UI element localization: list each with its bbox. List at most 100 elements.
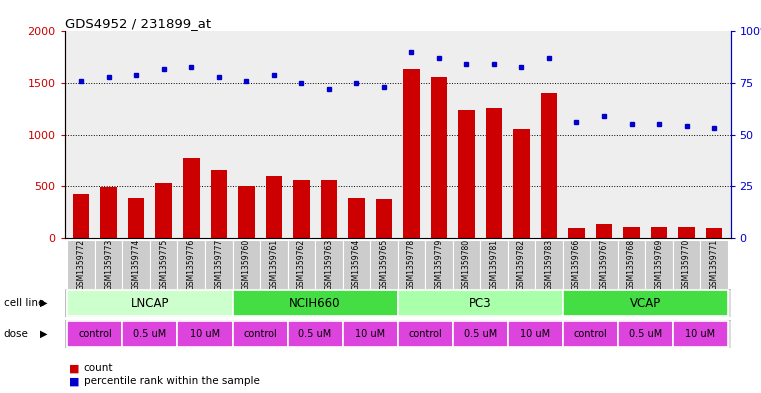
Bar <box>68 290 233 316</box>
Bar <box>123 321 177 347</box>
Text: count: count <box>84 363 113 373</box>
Text: 0.5 uM: 0.5 uM <box>463 329 497 339</box>
Text: 0.5 uM: 0.5 uM <box>133 329 167 339</box>
Bar <box>618 321 673 347</box>
Bar <box>453 240 480 289</box>
Bar <box>673 321 728 347</box>
Bar <box>596 224 613 238</box>
Bar <box>508 321 562 347</box>
Bar <box>348 198 365 238</box>
Bar <box>95 240 123 289</box>
Bar <box>700 240 728 289</box>
Text: PC3: PC3 <box>469 296 492 310</box>
Text: control: control <box>408 329 442 339</box>
Bar <box>155 183 172 238</box>
Bar <box>591 240 618 289</box>
Text: GSM1359778: GSM1359778 <box>407 239 416 290</box>
Text: 0.5 uM: 0.5 uM <box>298 329 332 339</box>
Bar <box>68 240 95 289</box>
Text: percentile rank within the sample: percentile rank within the sample <box>84 376 260 386</box>
Bar <box>397 290 562 316</box>
Text: GSM1359779: GSM1359779 <box>435 239 444 290</box>
Bar <box>678 228 695 238</box>
Bar <box>260 240 288 289</box>
Bar <box>568 228 584 238</box>
Text: ■: ■ <box>68 376 79 386</box>
Text: GSM1359781: GSM1359781 <box>489 239 498 290</box>
Bar <box>128 198 145 238</box>
Bar <box>486 108 502 238</box>
Bar <box>73 195 90 238</box>
Text: GSM1359766: GSM1359766 <box>572 239 581 290</box>
Bar <box>233 321 288 347</box>
Bar <box>293 180 310 238</box>
Text: GSM1359760: GSM1359760 <box>242 239 251 290</box>
Bar <box>342 321 397 347</box>
Text: control: control <box>573 329 607 339</box>
Text: GSM1359764: GSM1359764 <box>352 239 361 290</box>
Text: GSM1359770: GSM1359770 <box>682 239 691 290</box>
Bar <box>508 240 535 289</box>
Bar <box>453 321 508 347</box>
Text: control: control <box>244 329 277 339</box>
Bar <box>320 180 337 238</box>
Text: GSM1359783: GSM1359783 <box>544 239 553 290</box>
Bar <box>705 228 722 238</box>
Text: GSM1359771: GSM1359771 <box>709 239 718 290</box>
Text: GSM1359780: GSM1359780 <box>462 239 471 290</box>
Text: control: control <box>78 329 112 339</box>
Text: GSM1359769: GSM1359769 <box>654 239 664 290</box>
Bar <box>288 240 315 289</box>
Bar <box>370 240 397 289</box>
Text: GSM1359763: GSM1359763 <box>324 239 333 290</box>
Bar <box>480 240 508 289</box>
Text: GDS4952 / 231899_at: GDS4952 / 231899_at <box>65 17 211 30</box>
Bar <box>458 110 475 238</box>
Bar <box>183 158 199 238</box>
Text: LNCAP: LNCAP <box>131 296 169 310</box>
Bar <box>403 68 419 238</box>
Bar <box>562 321 618 347</box>
Bar <box>123 240 150 289</box>
Bar <box>562 240 591 289</box>
Text: 10 uM: 10 uM <box>190 329 220 339</box>
Bar <box>177 321 233 347</box>
Bar <box>397 321 453 347</box>
Bar <box>211 170 227 238</box>
Text: GSM1359773: GSM1359773 <box>104 239 113 290</box>
Bar <box>68 321 123 347</box>
Text: NCIH660: NCIH660 <box>289 296 341 310</box>
Bar <box>233 290 397 316</box>
Text: GSM1359765: GSM1359765 <box>380 239 388 290</box>
Text: 10 uM: 10 uM <box>685 329 715 339</box>
Text: GSM1359776: GSM1359776 <box>186 239 196 290</box>
Text: ■: ■ <box>68 363 79 373</box>
Bar <box>425 240 453 289</box>
Bar <box>150 240 177 289</box>
Bar <box>541 93 557 238</box>
Bar <box>376 198 392 238</box>
Text: 0.5 uM: 0.5 uM <box>629 329 662 339</box>
Bar <box>673 240 700 289</box>
Bar <box>651 227 667 238</box>
Bar <box>177 240 205 289</box>
Text: cell line: cell line <box>4 298 44 308</box>
Text: VCAP: VCAP <box>629 296 661 310</box>
Text: dose: dose <box>4 329 29 339</box>
Bar <box>431 77 447 238</box>
Bar <box>535 240 562 289</box>
Text: GSM1359762: GSM1359762 <box>297 239 306 290</box>
Bar <box>618 240 645 289</box>
Text: GSM1359777: GSM1359777 <box>215 239 223 290</box>
Text: GSM1359775: GSM1359775 <box>159 239 168 290</box>
Text: 10 uM: 10 uM <box>520 329 550 339</box>
Bar <box>100 187 117 238</box>
Text: GSM1359768: GSM1359768 <box>627 239 636 290</box>
Bar <box>266 176 282 238</box>
Bar <box>645 240 673 289</box>
Bar <box>233 240 260 289</box>
Bar <box>205 240 233 289</box>
Text: GSM1359761: GSM1359761 <box>269 239 279 290</box>
Text: GSM1359774: GSM1359774 <box>132 239 141 290</box>
Text: GSM1359772: GSM1359772 <box>77 239 86 290</box>
